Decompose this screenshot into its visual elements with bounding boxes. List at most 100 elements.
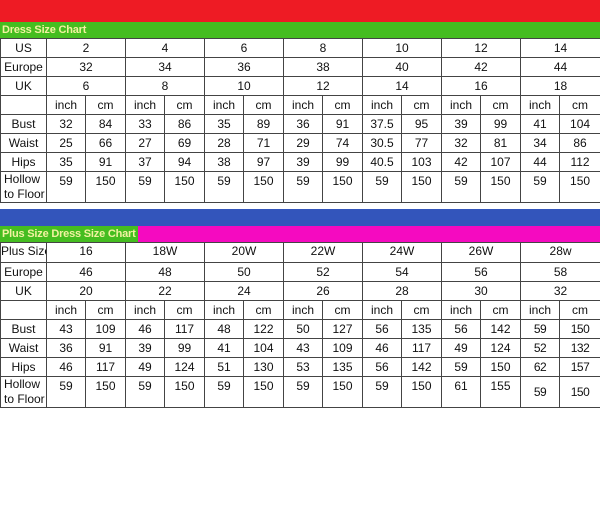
waist-inch-3: 29 <box>283 133 323 153</box>
plus-hips-inch-5: 59 <box>441 357 482 377</box>
table-row-waist: Waist 25 66 27 69 28 71 29 74 30.5 77 32… <box>0 133 600 153</box>
plus-bust-cm-1: 117 <box>164 319 206 339</box>
plus-unit-inch-4: inch <box>362 300 403 320</box>
cell-us-4: 10 <box>361 38 443 58</box>
plus-waist-inch-2: 41 <box>204 338 245 358</box>
table-row-plus-europe: Europe 46 48 50 52 54 56 58 <box>0 262 600 282</box>
plus-waist-cm-3: 109 <box>322 338 364 358</box>
hollow-inch-1: 59 <box>125 171 165 203</box>
hollow-cm-5: 150 <box>480 171 522 203</box>
plus-size-chart-title: Plus Size Dress Size Chart <box>0 226 138 242</box>
waist-cm-3: 74 <box>322 133 363 153</box>
cell-plus-europe-1: 48 <box>125 262 206 282</box>
cell-plus-uk-0: 20 <box>45 281 127 301</box>
waist-inch-2: 28 <box>204 133 244 153</box>
cell-plus-europe-2: 50 <box>204 262 285 282</box>
plus-hollow-cm-1: 150 <box>164 376 206 408</box>
row-label-us: US <box>0 38 47 58</box>
row-label-waist: Waist <box>0 133 47 153</box>
plus-waist-inch-6: 52 <box>520 338 561 358</box>
cell-europe-5: 42 <box>441 57 522 77</box>
waist-inch-0: 25 <box>46 133 86 153</box>
bust-inch-5: 39 <box>441 114 482 134</box>
plus-bust-inch-6: 59 <box>520 319 561 339</box>
plus-unit-cm-4: cm <box>401 300 443 320</box>
plus-hollow-inch-0: 59 <box>46 376 86 408</box>
plus-bust-inch-1: 46 <box>125 319 166 339</box>
table-row-bust: Bust 32 84 33 86 35 89 36 91 37.5 95 39 … <box>0 114 600 134</box>
hollow-inch-6: 59 <box>520 171 561 203</box>
plus-hollow-cm-5: 155 <box>480 376 522 408</box>
plus-hollow-cm-2: 150 <box>243 376 285 408</box>
plus-unit-cm-2: cm <box>243 300 285 320</box>
row-label-plus-bust: Bust <box>0 319 47 339</box>
cell-uk-1: 8 <box>125 76 205 96</box>
plus-hips-inch-3: 53 <box>283 357 324 377</box>
dress-size-chart-title: Dress Size Chart <box>2 24 87 36</box>
plus-bust-cm-0: 109 <box>84 319 127 339</box>
hips-cm-5: 107 <box>480 152 522 172</box>
hollow-inch-5: 59 <box>441 171 482 203</box>
row-label-plus-hollow-to-floor: Hollow to Floor <box>0 376 47 408</box>
plus-hips-inch-0: 46 <box>46 357 86 377</box>
plus-unit-cm-0: cm <box>84 300 127 320</box>
cell-plus-6: 28w <box>520 242 600 263</box>
hollow-cm-4: 150 <box>400 171 443 203</box>
cell-us-3: 8 <box>283 38 363 58</box>
hips-inch-4: 40.5 <box>362 152 402 172</box>
hips-cm-6: 112 <box>559 152 600 172</box>
waist-cm-0: 66 <box>85 133 126 153</box>
bust-cm-2: 89 <box>243 114 284 134</box>
plus-hips-cm-1: 124 <box>164 357 206 377</box>
table-row-plus-hips: Hips 46 117 49 124 51 130 53 135 56 142 … <box>0 357 600 377</box>
plus-unit-cm-6: cm <box>559 300 600 320</box>
cell-us-5: 12 <box>441 38 522 58</box>
cell-europe-4: 40 <box>361 57 443 77</box>
plus-hips-inch-4: 56 <box>362 357 403 377</box>
plus-hollow-cm-6: 150 <box>559 376 600 408</box>
unit-cm-4: cm <box>400 95 443 115</box>
row-label-plus-uk: UK <box>0 281 47 301</box>
plus-hollow-cm-3: 150 <box>322 376 364 408</box>
plus-hollow-cm-0: 150 <box>84 376 127 408</box>
bust-cm-6: 104 <box>559 114 600 134</box>
cell-europe-2: 36 <box>204 57 284 77</box>
hollow-cm-2: 150 <box>243 171 284 203</box>
plus-bust-cm-3: 127 <box>322 319 364 339</box>
plus-hips-inch-6: 62 <box>520 357 561 377</box>
hips-inch-2: 38 <box>204 152 244 172</box>
row-label-plus-size: Plus Size <box>0 242 47 263</box>
unit-row-corner <box>0 95 47 115</box>
bust-inch-0: 32 <box>46 114 86 134</box>
plus-waist-cm-4: 117 <box>401 338 443 358</box>
hollow-cm-0: 150 <box>85 171 126 203</box>
cell-uk-0: 6 <box>46 76 126 96</box>
cell-us-6: 14 <box>520 38 600 58</box>
plus-hollow-inch-2: 59 <box>204 376 245 408</box>
bust-cm-4: 95 <box>400 114 443 134</box>
cell-us-0: 2 <box>46 38 126 58</box>
waist-cm-5: 81 <box>480 133 522 153</box>
cell-europe-0: 32 <box>46 57 126 77</box>
table-row-plus-size: Plus Size 16 18W 20W 22W 24W 26W 28w <box>0 242 600 263</box>
hips-inch-3: 39 <box>283 152 323 172</box>
plus-bust-inch-3: 50 <box>283 319 324 339</box>
bust-inch-6: 41 <box>520 114 561 134</box>
plus-unit-inch-5: inch <box>441 300 482 320</box>
bust-cm-3: 91 <box>322 114 363 134</box>
plus-unit-inch-1: inch <box>125 300 166 320</box>
hips-inch-0: 35 <box>46 152 86 172</box>
plus-unit-cm-5: cm <box>480 300 522 320</box>
cell-uk-2: 10 <box>204 76 284 96</box>
plus-waist-cm-0: 91 <box>84 338 127 358</box>
plus-waist-inch-3: 43 <box>283 338 324 358</box>
plus-bust-inch-0: 43 <box>46 319 86 339</box>
table-row-hollow-to-floor: Hollow to Floor 59 150 59 150 59 150 59 … <box>0 171 600 203</box>
table-row-plus-waist: Waist 36 91 39 99 41 104 43 109 46 117 4… <box>0 338 600 358</box>
dress-size-chart-table: US 2 4 6 8 10 12 14 Europe 32 34 36 38 4… <box>0 38 600 203</box>
unit-inch-6: inch <box>520 95 561 115</box>
cell-plus-europe-4: 54 <box>362 262 443 282</box>
plus-waist-cm-5: 124 <box>480 338 522 358</box>
table-row-plus-bust: Bust 43 109 46 117 48 122 50 127 56 135 … <box>0 319 600 339</box>
cell-us-2: 6 <box>204 38 284 58</box>
